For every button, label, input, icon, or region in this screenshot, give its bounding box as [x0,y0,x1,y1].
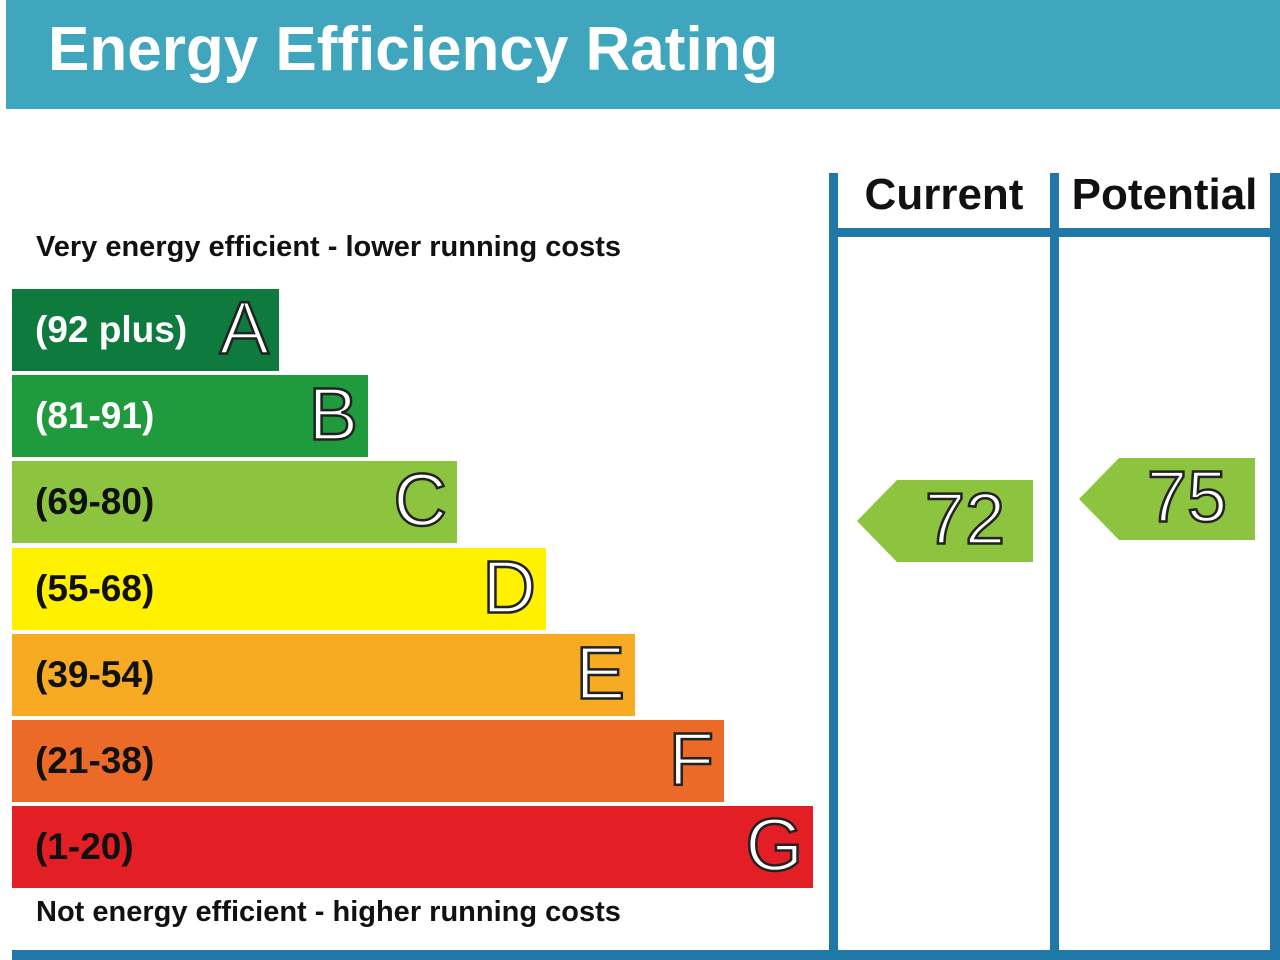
band-letter: A [218,286,270,370]
current-column-right-border [1050,173,1059,950]
band-range-label: (92 plus) [35,309,188,350]
top-note: Very energy efficient - lower running co… [36,231,621,263]
band-range-label: (1-20) [35,826,134,867]
band-letter: F [668,717,716,801]
potential-column-header: Potential [1071,170,1258,219]
band-f: (21-38) F [12,720,724,802]
band-range-label: (39-54) [35,654,155,695]
band-letter: G [744,803,804,887]
potential-score-arrow: 75 [1079,458,1255,540]
band-b: (81-91) B [12,375,368,457]
band-range-label: (55-68) [35,568,155,609]
band-range-label: (21-38) [35,740,155,781]
band-range-label: (69-80) [35,481,155,522]
band-letter: C [392,458,448,542]
band-range-label: (81-91) [35,395,155,436]
page-title: Energy Efficiency Rating [48,15,779,84]
band-letter: B [307,372,359,456]
potential-column-right-border [1270,173,1280,950]
potential-score-arrow-shape [1079,458,1255,540]
band-a: (92 plus) A [12,289,279,371]
chart-bottom-border [12,950,1280,960]
potential-score-value: 75 [1146,457,1229,538]
band-letter: E [574,631,626,715]
band-g: (1-20) G [12,806,813,888]
current-column-header: Current [864,170,1024,219]
current-score-value: 72 [924,479,1007,560]
bottom-note: Not energy efficient - higher running co… [36,896,621,928]
band-d: (55-68) D [12,548,546,630]
band-c: (69-80) C [12,461,457,543]
current-score-arrow-shape [857,480,1033,562]
band-letter: D [481,545,537,629]
band-e: (39-54) E [12,634,635,716]
current-score-arrow: 72 [857,480,1033,562]
header-bar: Energy Efficiency Rating [6,0,1280,109]
column-header-divider [829,228,1280,237]
current-column-left-border [829,173,838,950]
